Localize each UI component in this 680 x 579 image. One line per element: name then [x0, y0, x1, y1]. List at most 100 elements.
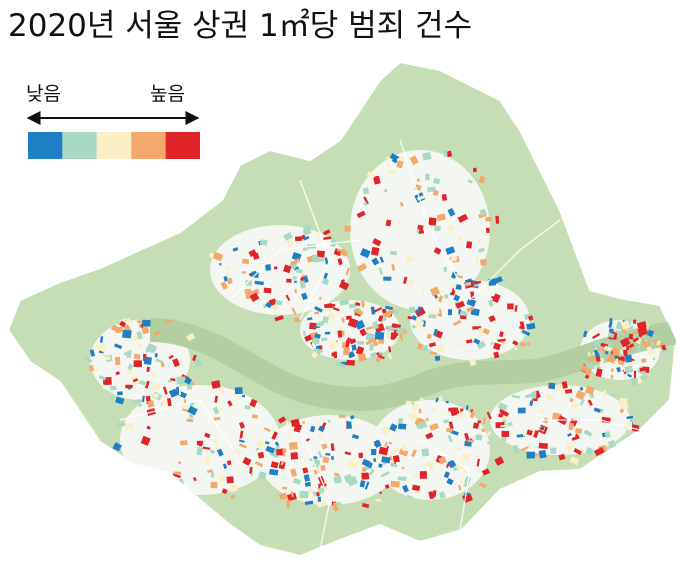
crime-patch	[379, 491, 383, 495]
crime-patch	[579, 386, 584, 391]
crime-patch	[579, 398, 585, 406]
crime-patch	[633, 370, 637, 379]
crime-patch	[316, 255, 325, 263]
crime-patch	[500, 424, 509, 428]
crime-patch	[631, 331, 640, 336]
crime-patch	[388, 309, 395, 315]
crime-patch	[609, 318, 613, 325]
crime-patch	[632, 337, 639, 343]
crime-patch	[431, 407, 436, 412]
crime-patch	[238, 443, 247, 449]
crime-patch	[419, 471, 427, 479]
crime-patch	[345, 267, 350, 276]
crime-patch	[602, 389, 607, 398]
crime-patch	[338, 414, 346, 418]
crime-patch	[433, 177, 441, 185]
crime-patch	[273, 266, 278, 270]
crime-patch	[413, 319, 425, 329]
crime-patch	[245, 280, 252, 286]
crime-patch	[188, 413, 194, 419]
crime-patch	[434, 225, 441, 232]
crime-patch	[456, 410, 467, 420]
crime-patch	[457, 235, 463, 240]
crime-patch	[611, 393, 618, 397]
crime-patch	[469, 410, 476, 419]
crime-patch	[369, 351, 377, 358]
crime-patch	[391, 263, 396, 271]
crime-patch	[257, 471, 267, 480]
crime-patch	[279, 492, 288, 500]
crime-patch	[125, 384, 133, 389]
crime-patch	[184, 376, 192, 385]
crime-patch	[646, 346, 653, 356]
crime-patch	[244, 288, 252, 294]
crime-patch	[96, 367, 99, 372]
crime-patch	[210, 481, 218, 489]
crime-patch	[249, 466, 253, 474]
crime-patch	[561, 381, 568, 389]
crime-patch	[459, 315, 467, 320]
crime-patch	[111, 324, 122, 334]
crime-patch	[443, 419, 450, 424]
crime-patch	[422, 345, 428, 352]
crime-patch	[585, 447, 594, 455]
crime-patch	[429, 286, 441, 297]
crime-patch	[209, 252, 214, 259]
crime-patch	[587, 399, 593, 407]
crime-patch	[162, 386, 168, 395]
crime-patch	[319, 345, 323, 350]
crime-patch	[291, 307, 297, 316]
crime-patch	[358, 452, 363, 459]
crime-patch	[394, 338, 398, 343]
crime-patch	[337, 330, 343, 338]
crime-patch	[331, 352, 334, 357]
crime-patch	[209, 449, 216, 455]
crime-patch	[456, 462, 465, 470]
crime-patch	[479, 208, 488, 217]
crime-patch	[495, 215, 500, 224]
crime-patch	[210, 471, 215, 478]
district-patches	[84, 149, 670, 512]
crime-patch	[234, 387, 243, 395]
crime-patch	[569, 397, 574, 403]
crime-patch	[393, 309, 399, 316]
crime-patch	[138, 403, 142, 408]
crime-patch	[443, 471, 450, 479]
crime-patch	[193, 476, 197, 482]
crime-patch	[196, 440, 203, 445]
crime-patch	[316, 320, 325, 328]
crime-patch	[521, 329, 531, 336]
crime-patch	[398, 423, 407, 430]
crime-patch	[138, 379, 146, 386]
crime-patch	[222, 463, 228, 469]
crime-patch	[587, 355, 598, 363]
crime-patch	[357, 263, 368, 272]
crime-patch	[390, 250, 397, 256]
crime-patch	[639, 366, 648, 372]
crime-patch	[652, 350, 656, 356]
crime-patch	[493, 342, 502, 351]
crime-patch	[418, 417, 426, 422]
crime-patch	[142, 319, 151, 327]
crime-patch	[457, 484, 462, 491]
crime-patch	[385, 484, 390, 489]
crime-patch	[314, 311, 320, 315]
crime-patch	[466, 298, 477, 307]
crime-patch	[538, 449, 547, 459]
crime-patch	[241, 271, 246, 274]
crime-patch	[216, 448, 224, 457]
crime-patch	[382, 308, 387, 313]
crime-patch	[447, 434, 453, 443]
crime-patch	[347, 350, 356, 359]
crime-patch	[384, 441, 388, 447]
crime-patch	[465, 281, 472, 287]
crime-patch	[220, 281, 229, 290]
crime-patch	[187, 405, 198, 416]
crime-patch	[436, 213, 446, 222]
crime-patch	[465, 405, 469, 410]
crime-patch	[370, 246, 380, 256]
crime-patch	[249, 398, 258, 408]
crime-patch	[607, 439, 617, 449]
crime-patch	[409, 306, 416, 313]
crime-patch	[587, 352, 591, 357]
